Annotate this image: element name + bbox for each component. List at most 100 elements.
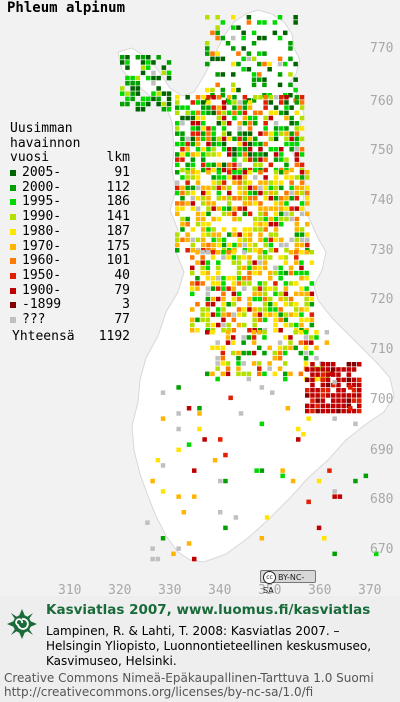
occurrence-square bbox=[166, 75, 172, 81]
occurrence-square bbox=[180, 206, 185, 211]
occurrence-square bbox=[232, 110, 237, 116]
legend-period: 1995- bbox=[22, 194, 62, 210]
y-tick: 680 bbox=[370, 492, 394, 507]
occurrence-square bbox=[299, 180, 305, 185]
occurrence-square bbox=[299, 152, 305, 157]
occurrence-square bbox=[247, 201, 253, 206]
occurrence-square bbox=[206, 162, 211, 168]
occurrence-square bbox=[205, 307, 211, 312]
occurrence-square bbox=[258, 141, 263, 147]
occurrence-square bbox=[200, 307, 205, 312]
occurrence-square bbox=[294, 322, 299, 328]
occurrence-square bbox=[320, 388, 326, 393]
occurrence-square bbox=[288, 41, 293, 46]
occurrence-square bbox=[273, 270, 278, 276]
occurrence-square bbox=[294, 141, 300, 147]
legend-count: 186 bbox=[106, 194, 130, 210]
occurrence-square bbox=[258, 222, 263, 227]
occurrence-square bbox=[241, 35, 246, 41]
occurrence-square bbox=[221, 255, 226, 260]
occurrence-square bbox=[284, 141, 289, 147]
occurrence-square bbox=[180, 227, 185, 232]
legend-count-header: lkm bbox=[106, 150, 130, 166]
occurrence-square bbox=[171, 551, 176, 557]
occurrence-square bbox=[309, 317, 315, 323]
occurrence-square bbox=[242, 136, 248, 142]
occurrence-square bbox=[241, 340, 246, 345]
occurrence-square bbox=[156, 96, 161, 102]
occurrence-square bbox=[351, 408, 357, 414]
occurrence-square bbox=[284, 110, 289, 116]
occurrence-square bbox=[303, 340, 309, 345]
occurrence-square bbox=[315, 408, 320, 414]
occurrence-square bbox=[268, 190, 274, 196]
occurrence-square bbox=[195, 141, 201, 147]
license-url-link[interactable]: http://creativecommons.org/licenses/by-n… bbox=[4, 685, 314, 699]
occurrence-square bbox=[206, 126, 211, 131]
occurrence-square bbox=[273, 131, 279, 136]
occurrence-square bbox=[237, 141, 242, 147]
occurrence-square bbox=[190, 100, 196, 105]
occurrence-square bbox=[283, 345, 288, 351]
occurrence-square bbox=[221, 237, 227, 243]
y-tick: 760 bbox=[370, 94, 394, 109]
occurrence-square bbox=[236, 87, 241, 93]
occurrence-square bbox=[175, 237, 180, 243]
occurrence-square bbox=[221, 167, 227, 173]
occurrence-square bbox=[289, 211, 294, 217]
legend-period: 1950- bbox=[22, 267, 62, 283]
occurrence-square bbox=[146, 55, 151, 60]
occurrence-square bbox=[221, 105, 227, 110]
occurrence-square bbox=[215, 51, 220, 56]
occurrence-square bbox=[279, 216, 284, 222]
occurrence-square bbox=[263, 121, 268, 126]
occurrence-square bbox=[262, 250, 268, 255]
occurrence-square bbox=[236, 356, 241, 361]
occurrence-square bbox=[190, 110, 196, 116]
occurrence-square bbox=[289, 147, 294, 152]
occurrence-square bbox=[314, 356, 319, 361]
occurrence-square bbox=[180, 222, 185, 227]
legend-swatch bbox=[10, 287, 16, 294]
occurrence-square bbox=[251, 56, 257, 62]
occurrence-square bbox=[236, 270, 242, 276]
occurrence-square bbox=[242, 196, 248, 201]
occurrence-square bbox=[288, 335, 293, 340]
occurrence-square bbox=[211, 105, 216, 110]
occurrence-square bbox=[247, 152, 253, 157]
occurrence-square bbox=[220, 356, 226, 361]
occurrence-square bbox=[220, 20, 226, 25]
cc-license-badge[interactable]: cc BY-NC-SA bbox=[260, 570, 316, 595]
occurrence-square bbox=[241, 361, 246, 366]
occurrence-square bbox=[283, 270, 289, 276]
occurrence-square bbox=[309, 302, 315, 307]
occurrence-square bbox=[125, 96, 130, 102]
occurrence-square bbox=[130, 96, 135, 102]
occurrence-square bbox=[201, 167, 206, 173]
occurrence-square bbox=[289, 180, 294, 185]
occurrence-square bbox=[175, 141, 180, 147]
occurrence-square bbox=[227, 232, 232, 237]
occurrence-square bbox=[247, 180, 253, 185]
occurrence-square bbox=[237, 152, 242, 157]
occurrence-square bbox=[273, 248, 279, 253]
occurrence-square bbox=[221, 115, 227, 121]
occurrence-square bbox=[221, 141, 227, 147]
occurrence-square bbox=[341, 403, 346, 409]
occurrence-square bbox=[247, 328, 252, 333]
occurrence-square bbox=[237, 232, 242, 237]
atlas-title-link[interactable]: Kasviatlas 2007, www.luomus.fi/kasviatla… bbox=[46, 602, 371, 618]
occurrence-square bbox=[211, 131, 216, 136]
legend-row: 1970- 175 bbox=[10, 239, 130, 255]
occurrence-square bbox=[331, 362, 336, 367]
occurrence-square bbox=[336, 393, 341, 398]
occurrence-square bbox=[257, 291, 263, 297]
occurrence-square bbox=[305, 393, 310, 398]
occurrence-square bbox=[305, 211, 310, 217]
occurrence-square bbox=[241, 67, 246, 72]
occurrence-square bbox=[283, 260, 289, 265]
occurrence-square bbox=[294, 312, 299, 317]
occurrence-square bbox=[267, 345, 272, 351]
occurrence-square bbox=[190, 175, 196, 180]
occurrence-square bbox=[225, 340, 231, 345]
